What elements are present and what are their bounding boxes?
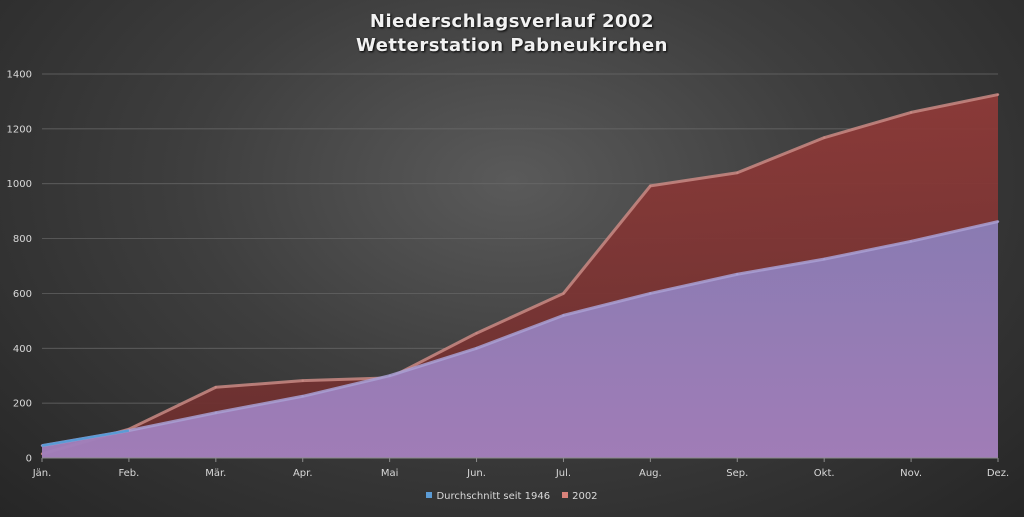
data-point [822,257,826,261]
x-tick-label: Jul. [555,468,571,479]
data-point [475,332,478,335]
data-point [909,111,913,114]
x-tick-label: Aug. [639,468,662,479]
x-tick-label: Feb. [118,468,139,479]
x-tick-label: Jun. [466,468,486,479]
data-point [736,171,739,174]
data-point [214,386,218,389]
data-point [562,314,565,317]
y-tick-label: 1400 [7,70,32,81]
data-point [909,240,913,243]
data-point [649,184,652,188]
y-tick-label: 1200 [7,124,32,135]
series-line-2002 [41,93,999,456]
legend-item: Durchschnitt seit 1946 [426,491,550,502]
data-point [996,220,1000,223]
y-tick-label: 0 [26,454,32,465]
chart-title-line-1: Niederschlagsverlauf 2002 [369,11,655,32]
data-point [301,379,304,382]
y-axis: 0 200 400 600 800 1000 1200 1400 [7,70,32,465]
data-point [214,411,218,414]
x-tick-label: Mai [381,468,399,479]
y-tick-label: 600 [13,289,32,300]
y-tick-label: 400 [13,344,32,355]
x-tick-label: Nov. [900,468,922,479]
legend-item: 2002 [562,491,598,502]
y-tick-label: 200 [13,399,32,410]
x-tick-label: Mär. [205,468,226,479]
data-point [301,395,304,398]
x-tick-label: Jän. [32,468,52,479]
x-tick-label: Sep. [726,468,748,479]
data-point [649,292,652,295]
legend: Durchschnitt seit 1946 2002 [0,491,1024,502]
y-tick-label: 800 [13,234,32,245]
data-point [996,93,1000,96]
legend-label: 2002 [572,491,598,502]
x-tick-label: Apr. [293,468,313,479]
legend-swatch [426,492,433,498]
legend-label: Durchschnitt seit 1946 [436,491,551,502]
data-point [562,292,565,295]
data-point [475,347,478,350]
chart-title-line-2: Wetterstation Pabneukirchen [355,35,668,56]
series-line-durchschnitt [41,220,999,448]
chart-title: Niederschlagsverlauf 2002 Wetterstation … [0,10,1024,58]
x-axis: Jän. Feb. Mär. Apr. Mai Jun. Jul. Aug. Sep. Okt. N… [32,457,1009,479]
legend-swatch [562,492,569,498]
x-tick-label: Dez. [987,468,1009,479]
x-tick-label: Okt. [814,468,835,479]
series-area-durchschnitt [42,221,998,458]
series-line-durchschnitt-start [41,429,130,447]
data-point [388,374,391,377]
series-areas [40,93,1000,459]
y-tick-label: 1000 [7,179,32,190]
data-point [736,273,739,276]
data-point [822,136,826,139]
